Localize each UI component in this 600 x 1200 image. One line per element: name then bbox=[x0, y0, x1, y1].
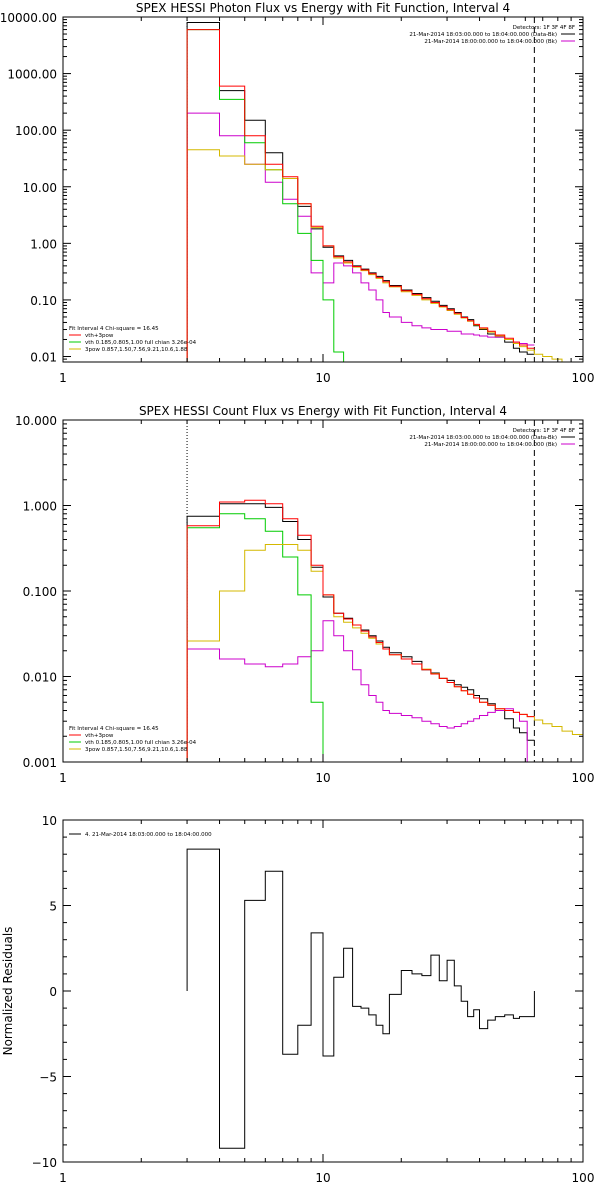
y-axis-label: Normalized Residuals bbox=[1, 927, 15, 1056]
x-tick-label: 1 bbox=[59, 1171, 67, 1185]
x-tick-label: 100 bbox=[572, 1171, 595, 1185]
series-line-2 bbox=[186, 620, 535, 762]
legend-entry-label: vth 0.185,0.805,1.00 full chian 3.26e-04 bbox=[85, 740, 197, 746]
chart-panel-1: SPEX HESSI Photon Flux vs Energy with Fi… bbox=[0, 1, 594, 385]
y-tick-label: 0.01 bbox=[30, 351, 57, 365]
y-tick-label: 5 bbox=[49, 900, 57, 914]
y-tick-label: −5 bbox=[39, 1071, 57, 1085]
x-tick-label: 100 bbox=[572, 371, 595, 385]
x-tick-label: 1 bbox=[59, 371, 67, 385]
series-line-5 bbox=[186, 29, 535, 362]
series-group bbox=[186, 22, 583, 362]
legend-entry-label: 21-Mar-2014 18:00:00.000 to 18:04:00.000… bbox=[424, 39, 557, 45]
legend-entry-label: vth+3pow bbox=[85, 733, 114, 739]
legend-entry-label: 21-Mar-2014 18:00:00.000 to 18:04:00.000… bbox=[424, 442, 557, 448]
legend-entry-label: vth 0.185,0.805,1.00 full chian 3.26e-04 bbox=[85, 340, 197, 346]
x-tick-label: 1 bbox=[59, 771, 67, 785]
chart-panel-2: SPEX HESSI Count Flux vs Energy with Fit… bbox=[15, 404, 594, 785]
y-tick-label: 100.00 bbox=[15, 124, 57, 138]
series-group bbox=[186, 499, 583, 762]
series-line-3 bbox=[186, 29, 535, 362]
y-tick-label: 1000.00 bbox=[7, 68, 57, 82]
legend-entry-label: 21-Mar-2014 18:03:00.000 to 18:04:00.000… bbox=[409, 435, 557, 441]
y-tick-label: 0.010 bbox=[23, 671, 57, 685]
legend-entry-label: 21-Mar-2014 18:03:00.000 to 18:04:00.000… bbox=[409, 32, 557, 38]
chart-title: SPEX HESSI Count Flux vs Energy with Fit… bbox=[139, 404, 507, 418]
series-line-1 bbox=[186, 22, 535, 362]
y-tick-label: −10 bbox=[32, 1156, 57, 1170]
y-tick-label: 0 bbox=[49, 985, 57, 999]
series-line-3 bbox=[186, 513, 535, 762]
fit-legend-header: Fit Interval 4 Chi-square = 16.45 bbox=[69, 726, 159, 732]
series-line-2 bbox=[186, 112, 535, 362]
legend-header: Detectors: 1F 3F 4F 8F bbox=[513, 25, 575, 31]
x-tick-label: 100 bbox=[572, 771, 595, 785]
y-tick-label: 0.10 bbox=[30, 294, 57, 308]
legend-entry-label: 3pow 0.857,1.50,7.56,9.21,10.6,1.88 bbox=[85, 747, 188, 753]
y-tick-label: 10 bbox=[42, 814, 57, 828]
fit-legend-header: Fit Interval 4 Chi-square = 16.45 bbox=[69, 326, 159, 332]
plot-frame bbox=[62, 16, 584, 363]
y-tick-label: 1.00 bbox=[30, 237, 57, 251]
chart-panel-3: Normalized Residuals 1 10 100 10 5 0 −5 −10 4. 21… bbox=[1, 814, 594, 1185]
y-tick-label: 0.001 bbox=[23, 756, 57, 770]
series-line-4 bbox=[186, 149, 583, 362]
y-tick-label: 10.00 bbox=[23, 181, 57, 195]
x-tick-label: 10 bbox=[315, 1171, 330, 1185]
y-tick-label: 10.000 bbox=[15, 414, 57, 428]
y-tick-label: 1.000 bbox=[23, 500, 57, 514]
legend-entry-label: 4. 21-Mar-2014 18:03:00.000 to 18:04:00.… bbox=[85, 832, 212, 838]
x-tick-label: 10 bbox=[315, 371, 330, 385]
legend-header: Detectors: 1F 3F 4F 8F bbox=[513, 428, 575, 434]
y-tick-label: 0.100 bbox=[23, 585, 57, 599]
series-line-1 bbox=[186, 503, 535, 762]
series-line-4 bbox=[186, 544, 583, 762]
series-line-5 bbox=[186, 499, 535, 762]
chart-title: SPEX HESSI Photon Flux vs Energy with Fi… bbox=[136, 1, 510, 15]
x-tick-label: 10 bbox=[315, 771, 330, 785]
series-group bbox=[186, 848, 535, 1149]
y-tick-label: 10000.00 bbox=[0, 11, 57, 25]
legend-entry-label: vth+3pow bbox=[85, 333, 114, 339]
series-line-1 bbox=[186, 848, 535, 1149]
legend-entry-label: 3pow 0.857,1.50,7.56,9.21,10.6,1.88 bbox=[85, 347, 188, 353]
